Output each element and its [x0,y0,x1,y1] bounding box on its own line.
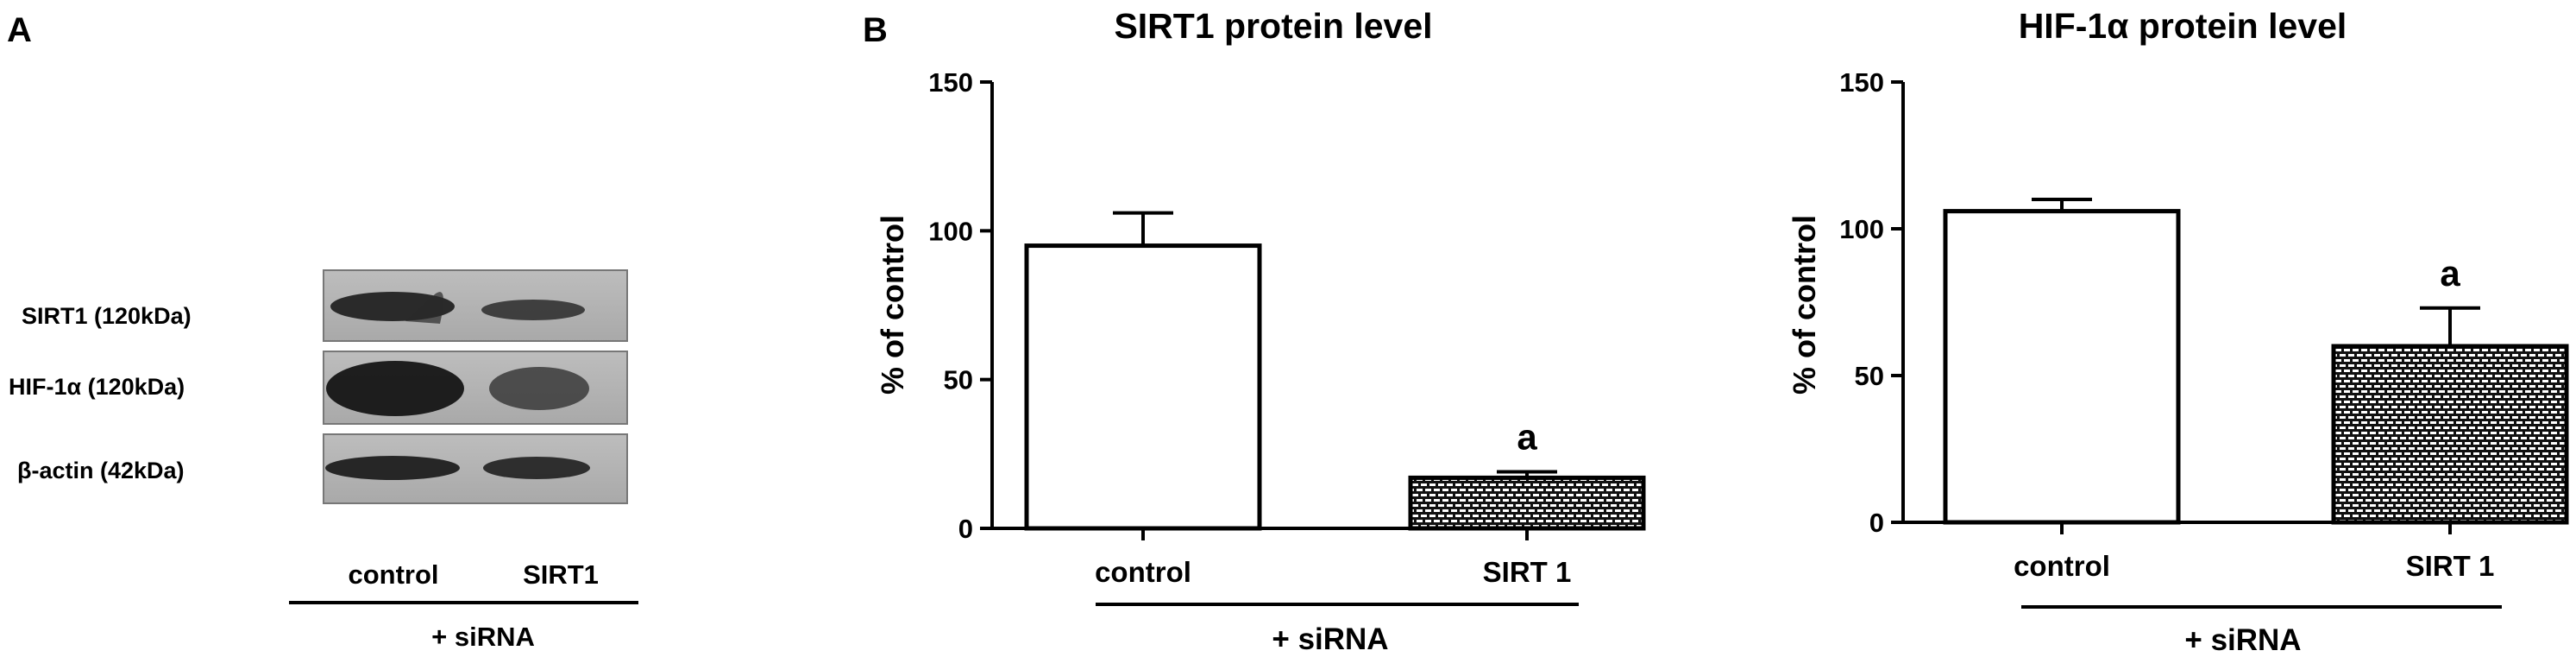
y-axis-label: % of control [875,215,910,395]
blot-band [405,292,443,324]
x-tick-label: control [2014,550,2110,582]
blot-band [483,457,590,479]
blot-strip-sirt1 [323,269,628,342]
significance-label: a [2440,253,2460,294]
chart-title: SIRT1 protein level [1114,6,1432,46]
x-tick-label: SIRT 1 [1483,556,1572,588]
y-tick-label: 150 [1839,67,1884,98]
group-label-sirna: + siRNA [1272,622,1388,656]
group-label-sirna: + siRNA [431,622,535,652]
blot-band [325,456,460,480]
panel-b-letter: B [863,11,888,49]
significance-label: a [1517,417,1537,458]
blot-label-hif1a: HIF-1α (120kDa) [9,374,185,400]
lane-label-sirt1: SIRT1 [523,559,599,590]
bar [1943,209,2181,525]
blot-label-sirt1: SIRT1 (120kDa) [22,303,192,329]
panel-a-letter: A [7,11,32,49]
blot-strip-hif1a [323,351,628,425]
y-tick-label: 50 [944,365,973,395]
y-tick-label: 0 [958,514,973,544]
x-tick-label: control [1095,556,1191,588]
bar [1408,475,1646,531]
chart-sirt1: SIRT1 protein level % of control 0 50 100 1… [875,6,1646,656]
y-axis-label: % of control [1787,215,1822,395]
y-tick-label: 100 [1839,214,1884,244]
bar [1024,243,1262,531]
blot-band [326,361,464,416]
chart-title: HIF-1α protein level [2019,6,2347,46]
blot-band [481,300,585,320]
blot-band [489,367,589,410]
x-tick-label: SIRT 1 [2406,550,2495,582]
y-tick-label: 100 [928,216,973,246]
blot-strip-beta-actin [323,433,628,504]
chart-hif1a: HIF-1α protein level % of control 0 50 100… [1787,6,2569,657]
group-label-sirna: + siRNA [2184,623,2301,657]
bar [2331,344,2569,525]
lane-label-control: control [348,559,438,590]
y-tick-label: 0 [1869,508,1884,538]
y-tick-label: 150 [928,67,973,98]
y-tick-label: 50 [1855,361,1884,391]
blot-label-beta-actin: β-actin (42kDa) [17,458,185,483]
